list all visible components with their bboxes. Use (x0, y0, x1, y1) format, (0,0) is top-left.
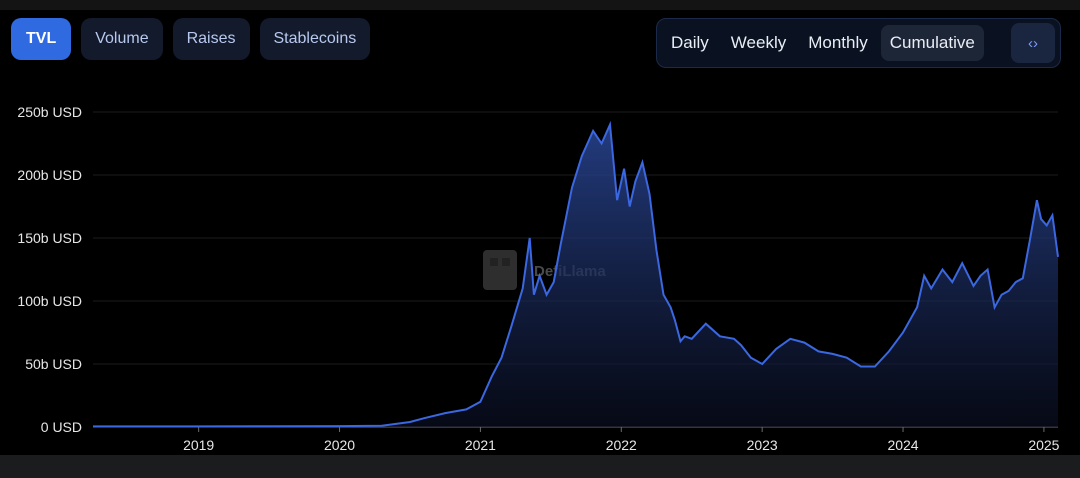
y-tick-label: 50b USD (25, 356, 82, 372)
x-tick-label: 2022 (606, 437, 637, 453)
tvl-area (93, 124, 1058, 427)
tab-stablecoins[interactable]: Stablecoins (259, 18, 371, 60)
y-tick-label: 200b USD (17, 167, 82, 183)
x-tick-label: 2021 (465, 437, 496, 453)
y-tick-label: 100b USD (17, 293, 82, 309)
y-tick-label: 150b USD (17, 230, 82, 246)
embed-button[interactable]: ‹› (1011, 23, 1055, 63)
x-tick-label: 2019 (183, 437, 214, 453)
period-weekly[interactable]: Weekly (730, 33, 787, 52)
period-cumulative[interactable]: Cumulative (880, 25, 984, 61)
tab-volume[interactable]: Volume (81, 18, 163, 60)
y-axis: 0 USD 50b USD 100b USD 150b USD 200b USD 250b… (17, 104, 82, 435)
x-tick-label: 2020 (324, 437, 355, 453)
tab-raises[interactable]: Raises (172, 18, 250, 60)
top-status-bar (0, 0, 1080, 10)
x-tick-label: 2023 (747, 437, 778, 453)
y-tick-label: 250b USD (17, 104, 82, 120)
period-selector: Daily Weekly Monthly Cumulative ‹› (656, 18, 1061, 68)
y-tick-label: 0 USD (41, 419, 82, 435)
period-monthly[interactable]: Monthly (808, 33, 868, 52)
code-brackets-icon: ‹› (1028, 34, 1038, 52)
tab-tvl[interactable]: TVL (11, 18, 72, 60)
metric-tabs: TVL Volume Raises Stablecoins (11, 18, 371, 60)
x-tick-label: 2025 (1028, 437, 1059, 453)
tvl-chart: 0 USD 50b USD 100b USD 150b USD 200b USD 250b… (17, 104, 1060, 453)
llama-logo-icon (483, 250, 517, 290)
tvl-line (93, 120, 1059, 428)
period-daily[interactable]: Daily (671, 33, 709, 52)
x-axis: 2019 2020 2021 2022 2023 2024 2025 (183, 427, 1060, 453)
x-tick-label: 2024 (887, 437, 918, 453)
bottom-bar (0, 455, 1080, 478)
